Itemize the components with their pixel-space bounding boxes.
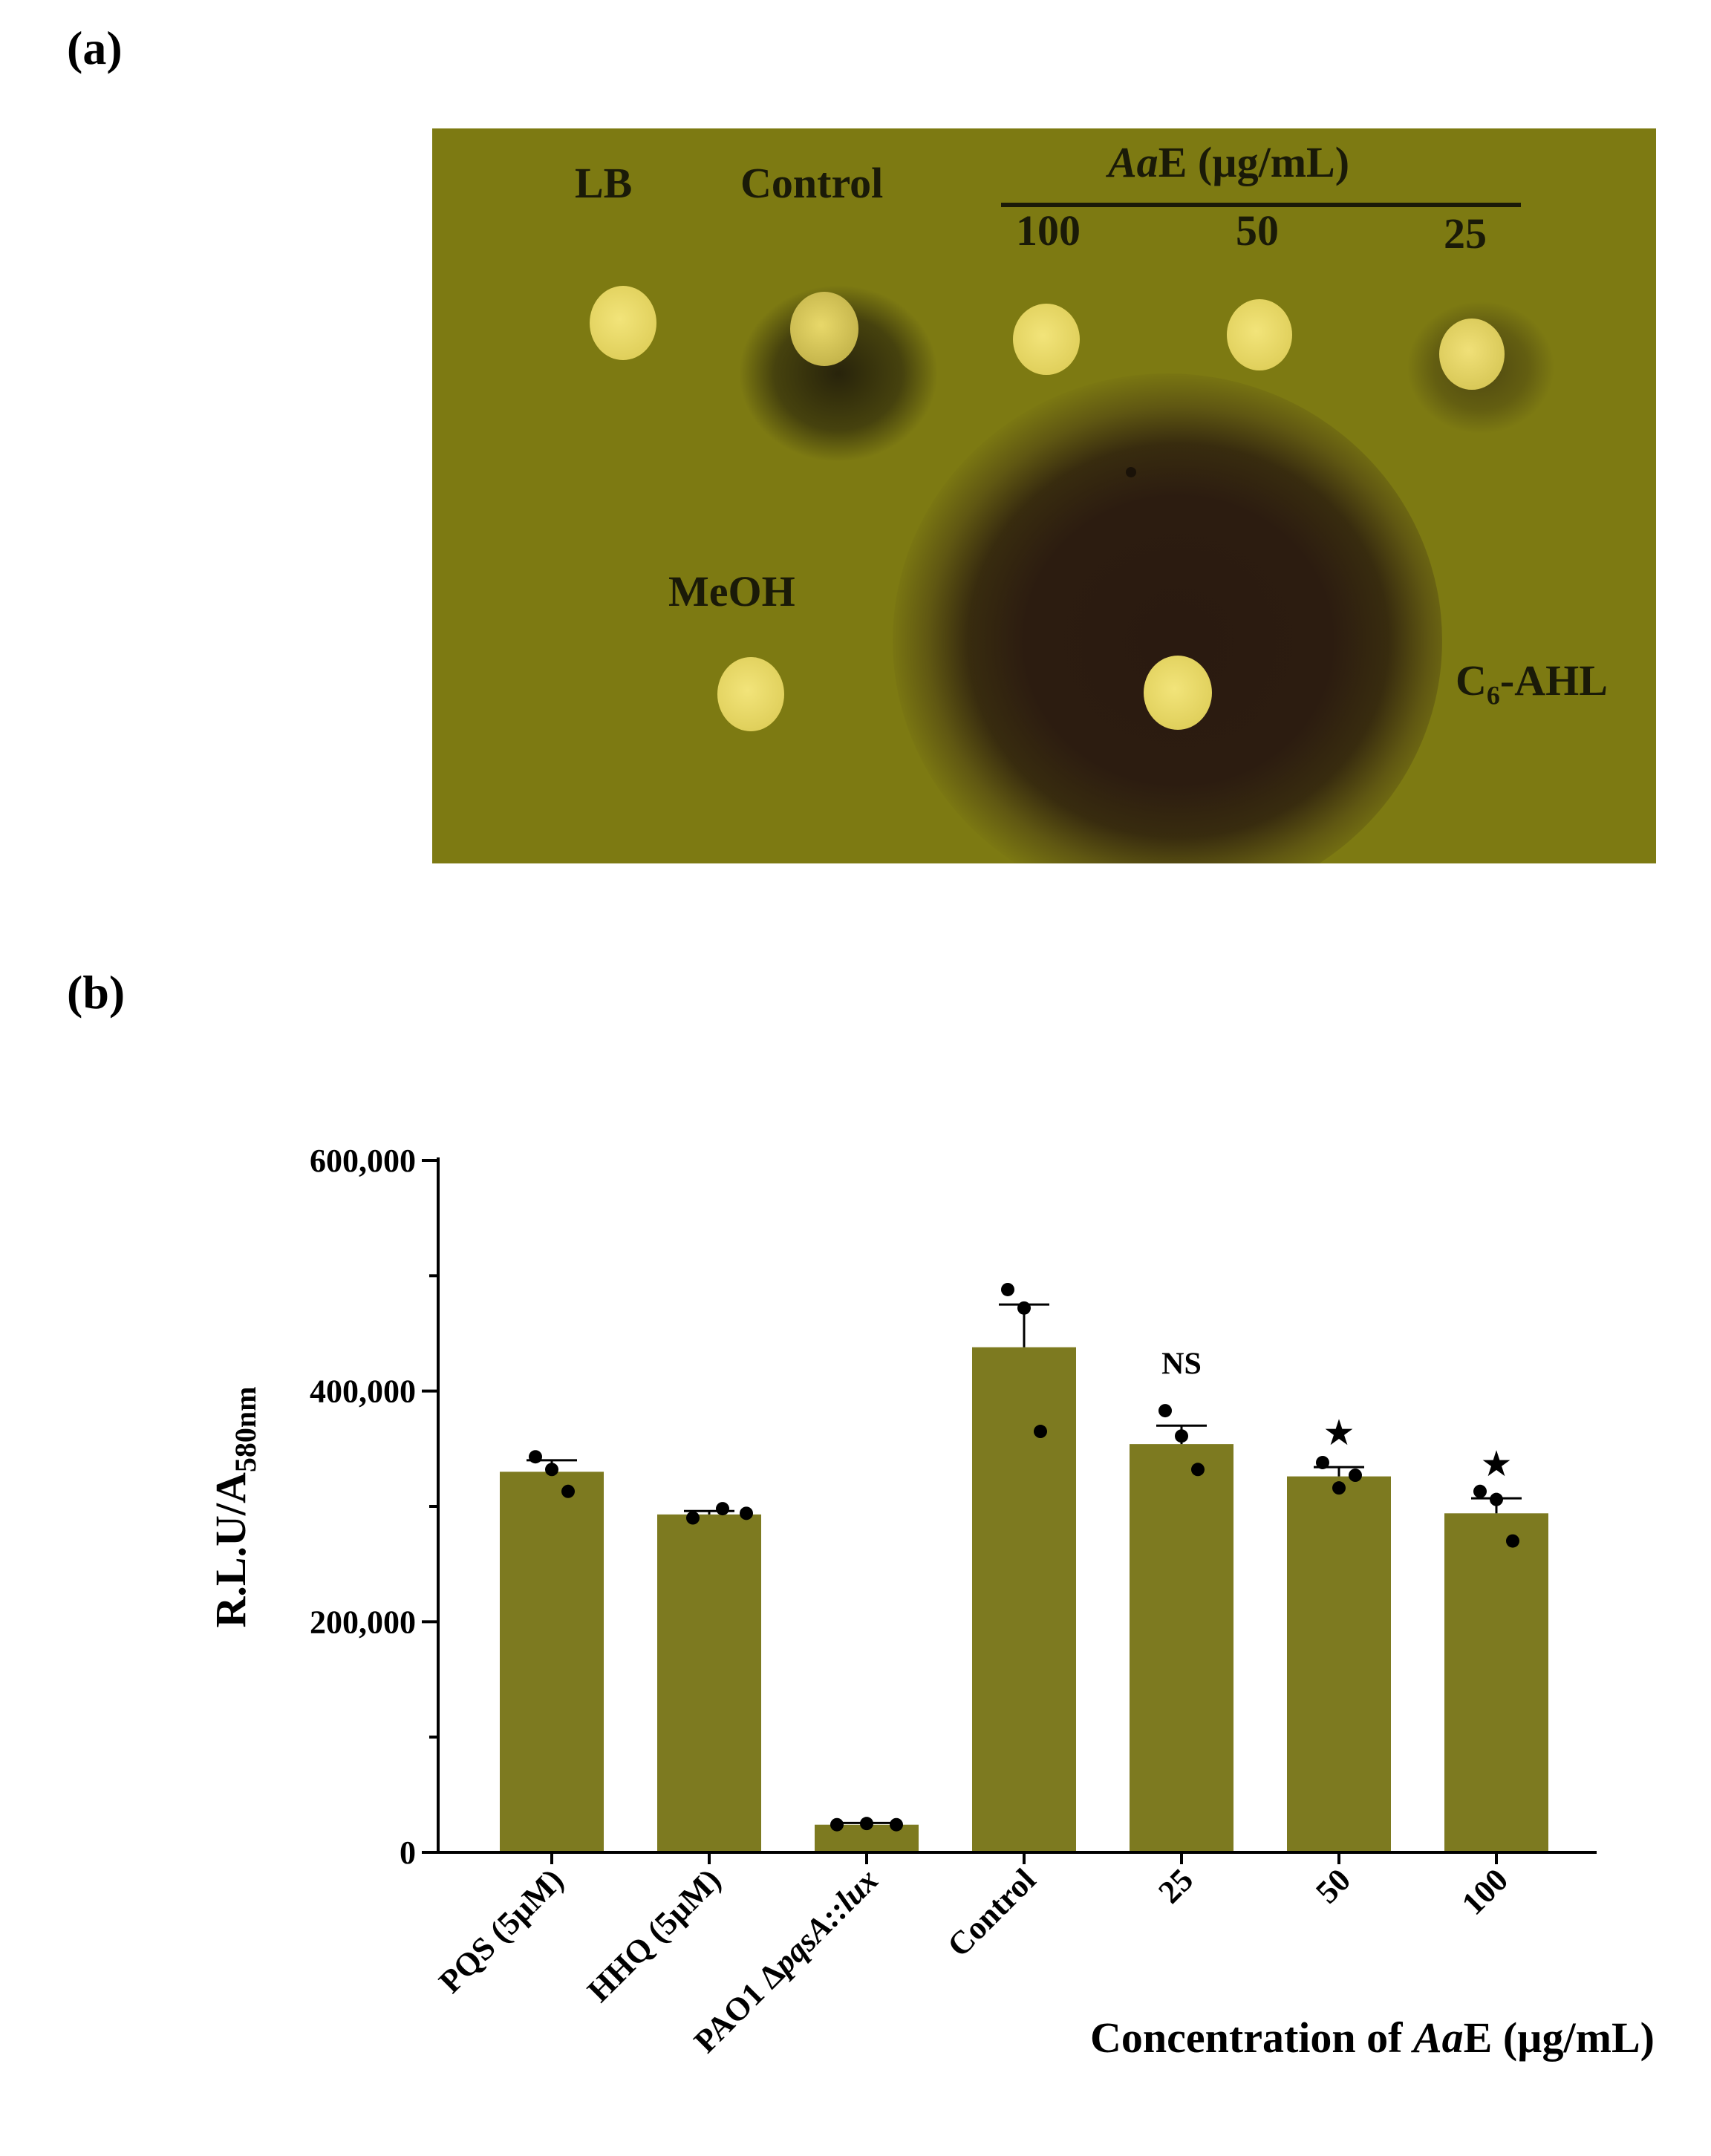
- aae-italic: Aa: [1108, 138, 1158, 186]
- control-label: Control: [740, 159, 884, 207]
- conc-50-label: 50: [1236, 206, 1279, 255]
- control-spot: [790, 292, 858, 366]
- x-tick-label-part: PQS (5µM): [432, 1861, 571, 2000]
- data-point: [1158, 1404, 1172, 1418]
- x-axis-title-part: Aa: [1411, 2013, 1464, 2062]
- aae-rest: E (µg/mL): [1158, 138, 1350, 186]
- c6-ahl-label: C6-AHL: [1456, 656, 1608, 711]
- x-tick-label: 25: [1151, 1861, 1200, 1910]
- bar: [657, 1514, 761, 1852]
- data-point: [716, 1502, 729, 1516]
- x-tick-label-part: Control: [940, 1861, 1043, 1964]
- x-axis-title-part: Concentration of: [1090, 2013, 1413, 2062]
- meoh-spot: [717, 657, 784, 731]
- data-point: [1490, 1492, 1503, 1506]
- panel-a-label: (a): [67, 22, 123, 74]
- y-tick-label: 200,000: [310, 1604, 416, 1640]
- y-tick-label: 0: [400, 1835, 416, 1871]
- data-point: [1332, 1481, 1346, 1495]
- data-point: [740, 1506, 753, 1520]
- aae25-spot: [1439, 318, 1505, 390]
- data-point: [1191, 1463, 1205, 1477]
- x-tick-label: HHQ (5µM): [580, 1861, 728, 2009]
- x-tick-label-part: HHQ (5µM): [580, 1861, 728, 2009]
- aae-label: AaE (µg/mL): [1108, 137, 1349, 187]
- speck: [1126, 467, 1136, 477]
- data-point: [545, 1463, 558, 1477]
- meoh-label: MeOH: [668, 567, 795, 615]
- aae100-spot: [1013, 304, 1080, 375]
- data-point: [1001, 1282, 1014, 1296]
- aae50-spot: [1227, 299, 1292, 370]
- data-point: [1349, 1469, 1362, 1483]
- y-axis-title: R.L.U/A580nm: [206, 1386, 262, 1627]
- x-tick-label-part: 50: [1308, 1861, 1358, 1910]
- x-tick-label-part: PAO1 Δ: [687, 1956, 792, 2060]
- data-point: [561, 1484, 575, 1498]
- bar: [1130, 1444, 1233, 1852]
- x-tick-label: Control: [940, 1861, 1043, 1964]
- data-point: [830, 1817, 844, 1832]
- y-tick-label: 400,000: [310, 1373, 416, 1410]
- bar: [972, 1347, 1076, 1852]
- x-tick-label: 100: [1455, 1861, 1515, 1921]
- data-point: [860, 1817, 873, 1831]
- data-point: [1017, 1301, 1031, 1315]
- data-point: [1034, 1425, 1047, 1439]
- x-tick-label: PQS (5µM): [432, 1861, 571, 2000]
- x-tick-label: 50: [1308, 1861, 1358, 1910]
- x-axis-title-part: E (µg/mL): [1464, 2013, 1655, 2062]
- data-point: [529, 1450, 542, 1464]
- panel-b-label: (b): [67, 966, 126, 1019]
- data-point: [890, 1817, 903, 1832]
- x-axis-title: Concentration of AaE (µg/mL): [1090, 2013, 1655, 2062]
- bar: [1287, 1476, 1391, 1852]
- conc-25-label: 25: [1444, 209, 1487, 258]
- c6-ahl-spot: [1144, 656, 1212, 730]
- data-point: [1506, 1534, 1519, 1548]
- c6-sub: 6: [1486, 680, 1500, 710]
- lb-spot: [590, 286, 656, 360]
- aae-bracket-line: [1001, 203, 1521, 207]
- x-tick-label-part: 100: [1455, 1861, 1515, 1921]
- data-point: [1175, 1429, 1188, 1443]
- y-axis-title-main: R.L.U/A: [206, 1472, 255, 1628]
- y-tick-label: 600,000: [310, 1143, 416, 1179]
- significance-label: ★: [1323, 1412, 1355, 1454]
- c6-main: C: [1456, 656, 1487, 705]
- data-point: [1473, 1484, 1487, 1498]
- significance-label: NS: [1161, 1347, 1202, 1381]
- lb-label: LB: [575, 159, 633, 207]
- bar: [500, 1471, 604, 1852]
- conc-100-label: 100: [1016, 206, 1081, 255]
- bar: [1444, 1513, 1548, 1852]
- x-tick-label-part: pqsA::lux: [763, 1861, 885, 1983]
- y-axis: 0 200,000 400,000 600,000: [310, 1143, 440, 1871]
- c6-rest: -AHL: [1499, 656, 1608, 705]
- bar-chart: 0 200,000 400,000 600,000 NS ★ ★ PQS (5µM) HHQ…: [206, 1143, 1655, 2062]
- bars: NS ★ ★: [500, 1282, 1548, 1852]
- y-axis-title-sub: 580nm: [229, 1386, 262, 1472]
- agar-plate-image: LB Control AaE (µg/mL) 100 50 25 MeOH C6…: [432, 128, 1656, 863]
- data-point: [1316, 1455, 1329, 1469]
- significance-label: ★: [1480, 1443, 1512, 1485]
- data-point: [686, 1511, 700, 1525]
- c6-ahl-halo: [893, 373, 1442, 863]
- x-tick-label-part: 25: [1151, 1861, 1200, 1910]
